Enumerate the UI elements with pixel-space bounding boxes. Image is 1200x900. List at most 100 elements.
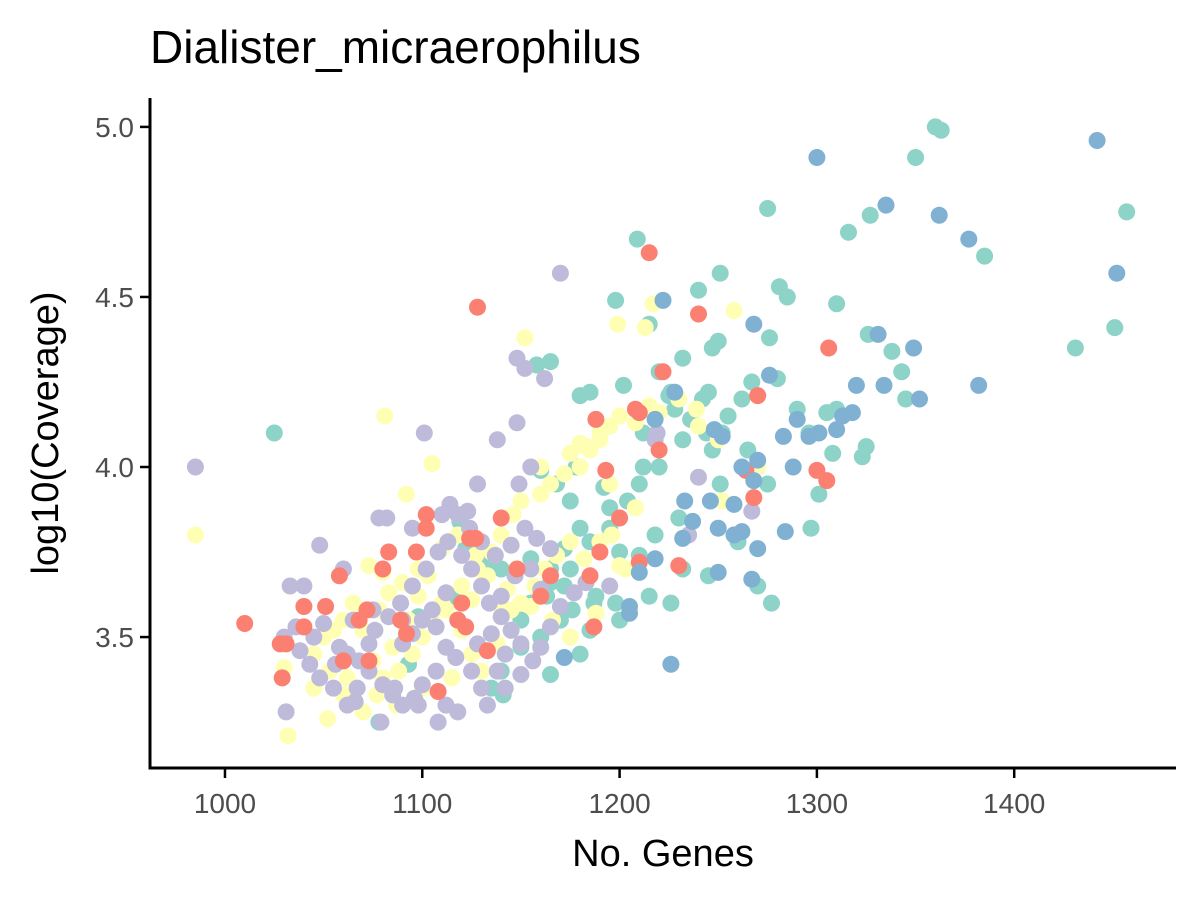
data-point xyxy=(403,577,421,595)
y-tick-label: 3.5 xyxy=(95,622,134,653)
data-point xyxy=(346,693,364,711)
data-point xyxy=(502,536,520,554)
data-point xyxy=(542,475,559,493)
data-point xyxy=(630,475,648,493)
data-point xyxy=(699,383,717,401)
data-point xyxy=(532,587,550,605)
data-point xyxy=(374,560,392,578)
data-point xyxy=(555,465,573,483)
data-point xyxy=(542,540,559,558)
data-point xyxy=(725,495,743,513)
data-point xyxy=(386,679,404,697)
data-point xyxy=(820,339,838,357)
data-point xyxy=(301,655,319,673)
data-point xyxy=(551,598,569,615)
data-point xyxy=(417,506,435,524)
data-point xyxy=(532,638,550,656)
data-point xyxy=(522,560,540,578)
data-point xyxy=(646,526,664,544)
data-point xyxy=(611,557,629,575)
data-point xyxy=(1108,264,1126,282)
data-point xyxy=(453,546,471,564)
data-point xyxy=(853,448,871,466)
data-point xyxy=(469,475,486,493)
data-point xyxy=(510,475,528,493)
data-point xyxy=(392,594,410,612)
data-point xyxy=(640,244,658,262)
data-point xyxy=(640,587,658,605)
data-point xyxy=(392,611,410,629)
y-tick-label: 4.0 xyxy=(95,452,134,483)
data-point xyxy=(976,247,994,265)
data-point xyxy=(684,512,702,530)
data-point xyxy=(492,587,510,605)
data-point xyxy=(427,618,445,636)
data-point xyxy=(634,458,652,476)
data-point xyxy=(482,625,500,643)
x-tick-label: 1300 xyxy=(786,788,848,819)
data-point xyxy=(709,519,727,537)
data-point xyxy=(670,557,688,575)
x-tick-label: 1400 xyxy=(983,788,1045,819)
data-point xyxy=(824,444,842,462)
data-point xyxy=(358,601,376,619)
data-point xyxy=(360,557,378,575)
data-point xyxy=(905,339,923,357)
data-point xyxy=(808,149,826,166)
data-point xyxy=(528,529,546,547)
chart-title: Dialister_micraerophilus xyxy=(150,21,641,73)
data-point xyxy=(372,713,390,731)
data-point xyxy=(719,407,737,425)
data-point xyxy=(555,649,573,666)
data-point xyxy=(390,662,408,680)
data-point xyxy=(761,329,778,347)
data-point xyxy=(650,458,668,476)
data-point xyxy=(674,349,692,367)
data-point xyxy=(311,669,329,687)
data-point xyxy=(413,611,431,629)
data-point xyxy=(344,594,362,612)
data-point xyxy=(621,604,638,622)
data-point xyxy=(457,618,475,636)
data-point xyxy=(334,652,352,670)
data-point xyxy=(295,618,313,636)
data-point xyxy=(317,598,335,615)
data-point xyxy=(733,390,751,408)
data-point xyxy=(512,666,530,683)
data-point xyxy=(473,679,490,697)
data-point xyxy=(186,526,204,544)
data-point xyxy=(467,529,485,547)
data-point xyxy=(398,485,415,503)
data-point xyxy=(492,509,510,527)
data-point xyxy=(646,410,664,428)
data-point xyxy=(636,319,654,337)
data-point xyxy=(380,543,398,561)
data-point xyxy=(542,618,559,636)
data-point xyxy=(676,492,694,510)
data-point xyxy=(453,594,471,612)
data-point xyxy=(607,291,625,309)
data-point xyxy=(463,560,481,578)
data-point xyxy=(571,519,589,537)
data-point xyxy=(443,669,461,687)
data-point xyxy=(571,387,589,405)
data-point xyxy=(571,434,589,452)
data-point xyxy=(907,149,925,166)
data-point xyxy=(654,363,672,381)
data-point xyxy=(611,543,629,561)
data-point xyxy=(670,509,688,527)
data-point xyxy=(591,543,609,561)
data-point xyxy=(512,635,530,653)
data-point xyxy=(761,366,778,384)
data-point xyxy=(415,424,433,442)
data-point xyxy=(380,584,398,602)
data-point xyxy=(449,506,467,524)
data-point xyxy=(646,550,664,568)
data-point xyxy=(311,536,329,554)
data-point xyxy=(467,546,485,564)
x-tick-label: 1100 xyxy=(392,788,452,819)
data-point xyxy=(437,584,455,602)
data-point xyxy=(690,417,707,435)
data-point xyxy=(628,230,646,248)
data-point xyxy=(571,645,589,663)
